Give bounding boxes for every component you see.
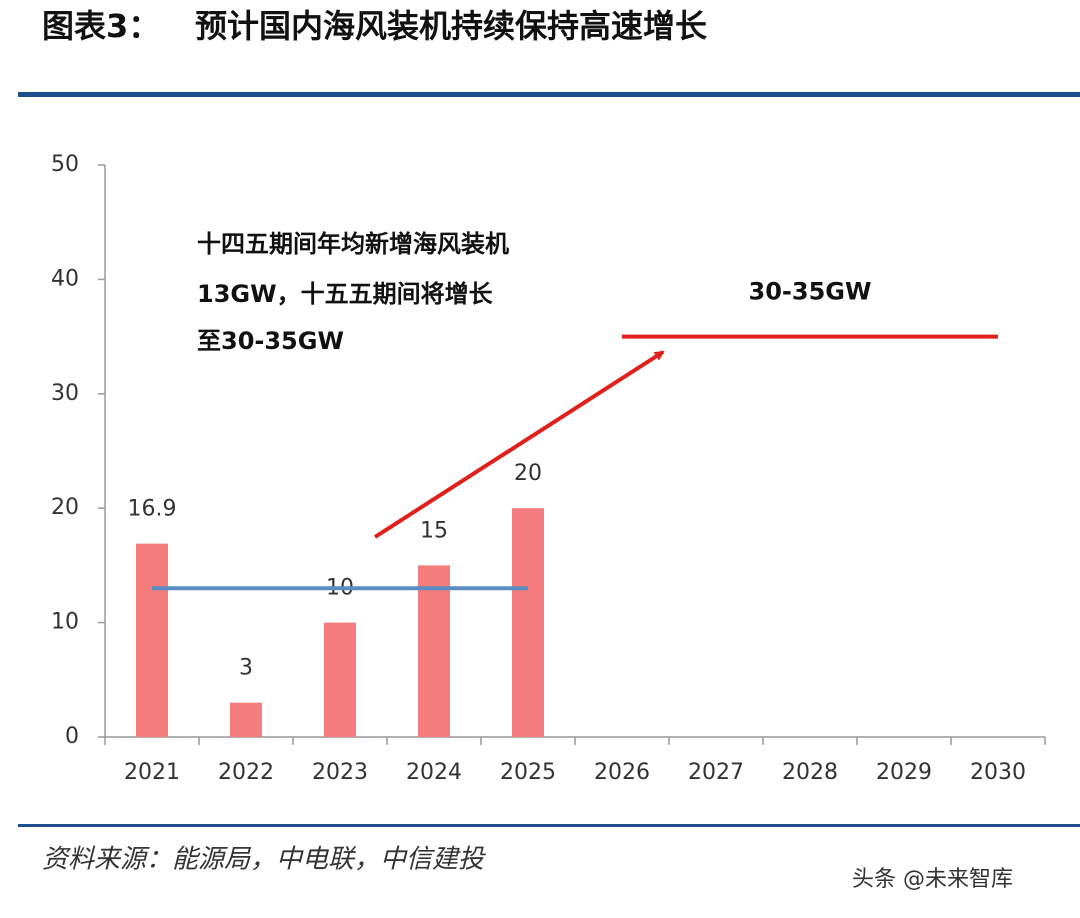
source: 资料来源：能源局，中电联，中信建投 [42,845,486,875]
plot: 01020304050202116.9202232023102024152025… [51,152,1046,785]
y-tick-label: 20 [51,495,79,520]
top-rule [18,92,1080,97]
y-tick-label: 40 [51,266,79,291]
value-label: 16.9 [128,497,177,522]
y-tick-label: 50 [51,152,79,177]
x-tick-label: 2024 [406,760,462,785]
x-tick-label: 2028 [782,760,838,785]
bar [230,702,262,737]
x-tick-label: 2021 [124,760,180,785]
chart-title: 预计国内海风装机持续保持高速增长 [195,7,707,45]
x-tick-label: 2022 [218,760,274,785]
figure-label: 图表3： [42,7,160,45]
y-tick-label: 10 [51,610,79,635]
annotation: 十四五期间年均新增海风装机 [197,230,509,258]
annotation: 13GW，十五五期间将增长 [197,280,494,308]
value-label: 15 [420,518,448,543]
y-tick-label: 30 [51,381,79,406]
value-label: 20 [514,461,542,486]
bar [512,508,544,737]
value-label: 3 [239,656,253,681]
bar [324,622,356,737]
x-tick-label: 2027 [688,760,744,785]
x-tick-label: 2025 [500,760,556,785]
annotation: 至30-35GW [197,327,344,355]
watermark: 头条 @未来智库 [852,867,1013,892]
x-tick-label: 2026 [594,760,650,785]
x-tick-label: 2029 [876,760,932,785]
bar [418,565,450,737]
x-tick-label: 2030 [970,760,1026,785]
trend-arrow [373,350,665,539]
bar [136,543,168,737]
bottom-rule [18,824,1080,827]
y-tick-label: 0 [65,724,79,749]
x-tick-label: 2023 [312,760,368,785]
reference-label: 30-35GW [749,278,872,306]
